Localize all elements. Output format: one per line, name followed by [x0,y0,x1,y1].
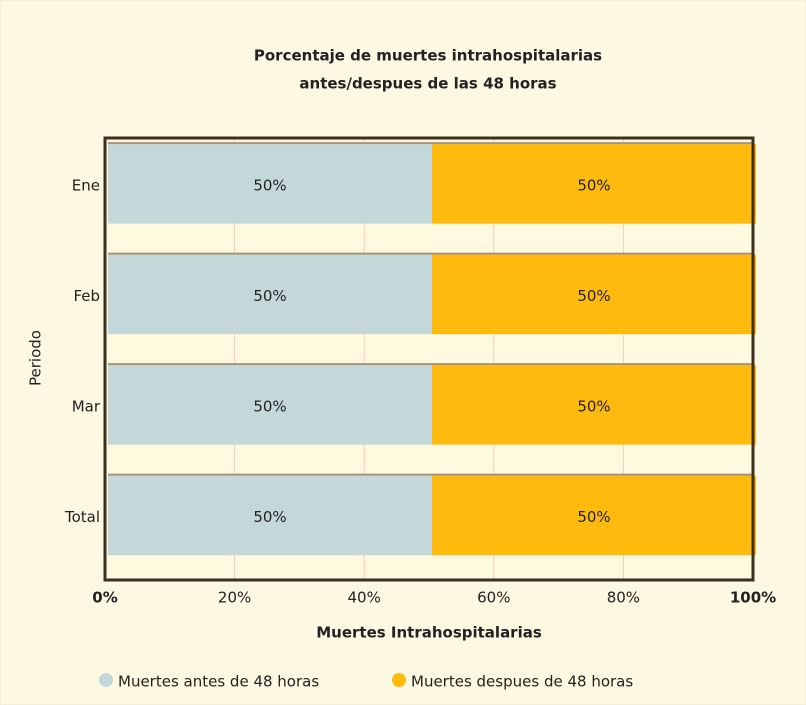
y-tick-label: Ene [72,176,100,194]
chart-title: Porcentaje de muertes intrahospitalarias [254,47,602,65]
legend-marker [99,673,113,687]
data-label: 50% [577,287,610,305]
y-axis-label: Periodo [27,330,45,386]
legend-label: Muertes antes de 48 horas [118,673,319,691]
y-tick-label: Total [64,508,100,526]
x-tick-label: 40% [348,589,381,607]
data-label: 50% [253,287,286,305]
bar [108,475,432,556]
x-tick-label: 80% [607,589,640,607]
chart-title: antes/despues de las 48 horas [299,75,556,93]
bar [432,254,756,335]
bar [432,365,756,445]
y-tick-label: Mar [72,397,101,415]
x-axis-label: Muertes Intrahospitalarias [316,624,542,642]
legend-marker [392,673,406,687]
data-label: 50% [253,176,286,194]
data-label: 50% [253,508,286,526]
data-label: 50% [577,397,610,415]
x-tick-label: 100% [730,589,776,607]
y-tick-label: Feb [73,287,100,305]
bar [108,254,432,335]
data-label: 50% [577,176,610,194]
x-tick-label: 60% [477,589,510,607]
data-label: 50% [253,397,286,415]
x-tick-label: 20% [218,589,251,607]
bar [432,144,756,224]
bar [108,365,432,445]
bar [432,475,756,556]
legend-label: Muertes despues de 48 horas [411,673,633,691]
bar [108,144,432,224]
x-tick-label: 0% [92,589,117,607]
data-label: 50% [577,508,610,526]
plot-border [103,136,755,582]
